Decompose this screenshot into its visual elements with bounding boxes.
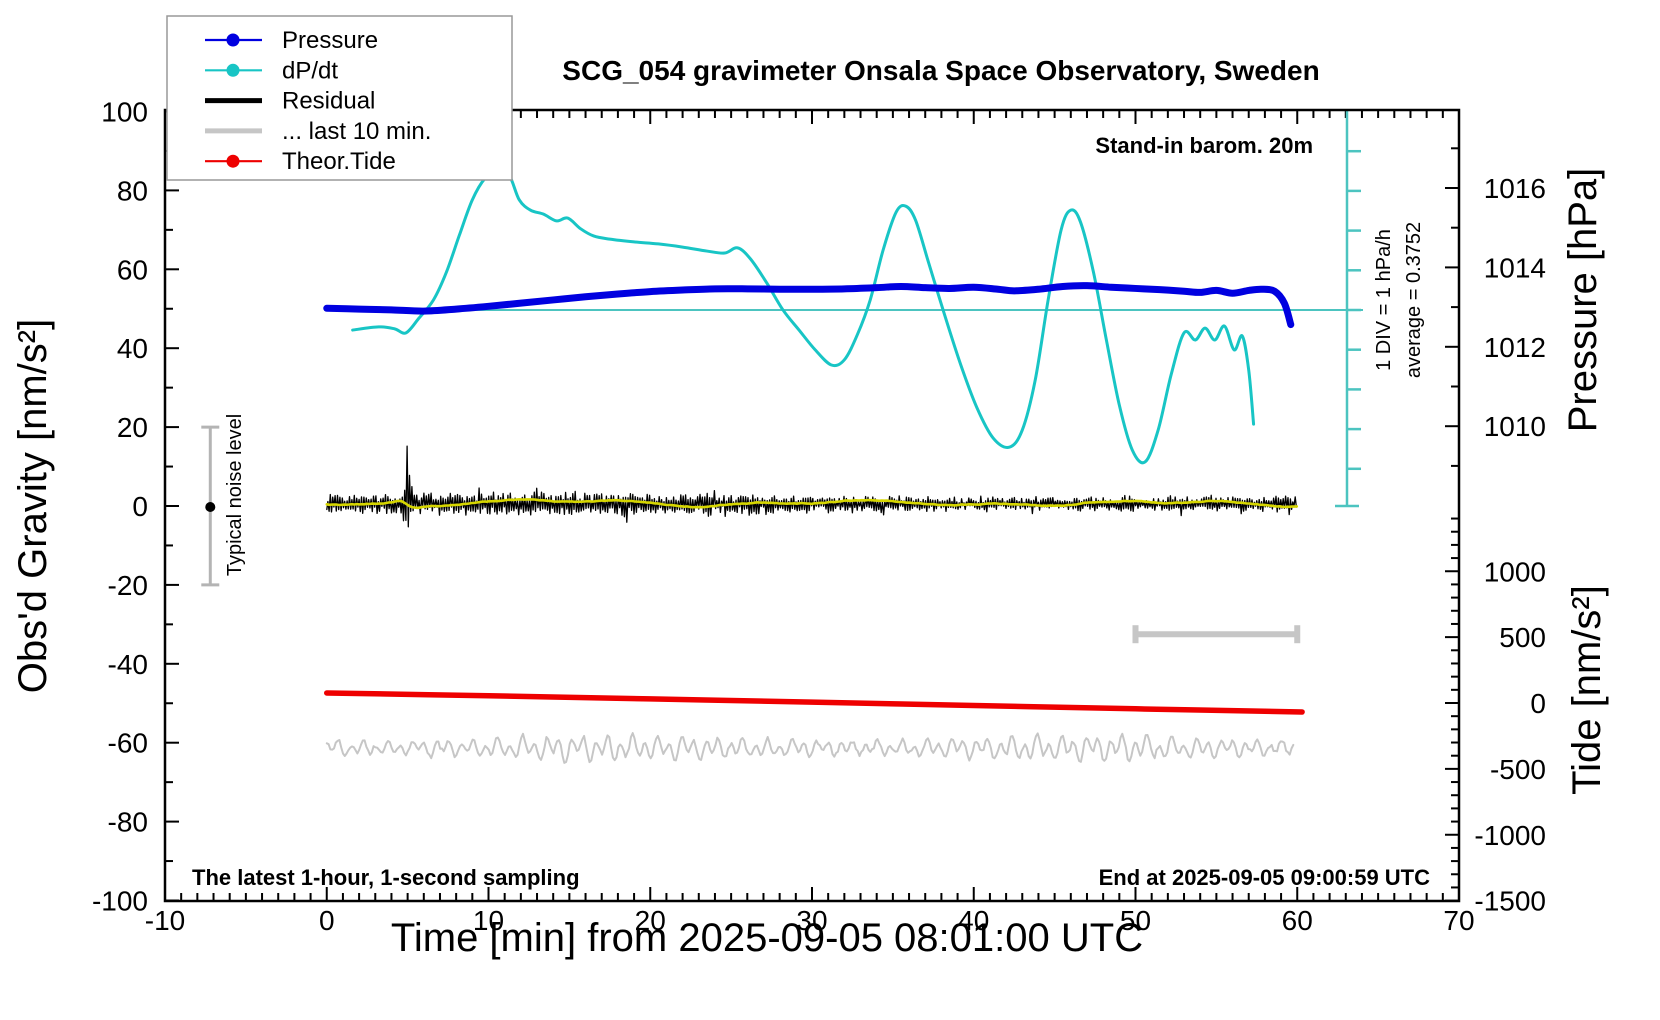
gravity-tick-label: -20 (108, 570, 148, 601)
legend-item-label: dP/dt (282, 57, 338, 84)
tide-tick-label: 1000 (1484, 556, 1546, 587)
pressure-tick-label: 1014 (1484, 252, 1546, 283)
legend-sample-dot (226, 63, 240, 77)
gravity-tick-label: -80 (108, 807, 148, 838)
last10min-curve (325, 732, 1295, 764)
tide-tick-label: -1000 (1474, 820, 1546, 851)
legend-background (166, 15, 513, 181)
x-tick-label: -10 (145, 905, 185, 936)
dpdt-curve (351, 168, 1256, 465)
tide-axis-title: Tide [nm/s²] (1565, 585, 1609, 795)
y-left-axis-title: Obs'd Gravity [nm/s²] (11, 319, 55, 693)
average-annotation: average = 0.3752 (1403, 222, 1425, 378)
sampling-annotation: The latest 1-hour, 1-second sampling (192, 865, 580, 890)
plot-frame-rect (163, 108, 1461, 903)
legend-item-label: Pressure (282, 27, 378, 54)
axis-ticks: -10 0 10 20 30 40 50 60 70100806040200-20-40-60-… (92, 97, 1546, 937)
noise-bar-dot (205, 502, 216, 512)
legend-item-label: Theor.Tide (282, 148, 396, 175)
gravity-tick-label: 0 (132, 491, 148, 522)
legend-sample-dot (226, 154, 240, 168)
legend-box: Pressure dP/dt Residual ... last 10 min. The… (166, 15, 513, 181)
tide-tick-label: 500 (1499, 622, 1546, 653)
pressure-axis-title: Pressure [hPa] (1561, 168, 1605, 433)
gravity-tick-label: 60 (117, 254, 148, 285)
gravity-tick-label: -60 (108, 728, 148, 759)
pressure-tick-label: 1016 (1484, 173, 1546, 204)
chart-title: SCG_054 gravimeter Onsala Space Observat… (562, 55, 1319, 86)
tide-tick-label: 0 (1530, 688, 1546, 719)
x-tick-label: 10 (473, 905, 504, 936)
x-tick-label: 20 (635, 905, 666, 936)
legend-item-label: ... last 10 min. (282, 118, 431, 145)
tide-tick-label: -500 (1490, 754, 1546, 785)
barometer-annotation: Stand-in barom. 20m (1095, 133, 1313, 158)
gravity-tick-label: 80 (117, 175, 148, 206)
plot-frame (163, 108, 1461, 903)
noise-level-label: Typical noise level (224, 414, 246, 576)
legend-sample-dot (226, 33, 240, 47)
x-tick-label: 60 (1282, 905, 1313, 936)
div-scale-annotation: 1 DIV = 1 hPa/h (1373, 229, 1395, 371)
residual-curve (326, 445, 1298, 528)
tide-tick-label: -1500 (1474, 886, 1546, 917)
x-tick-label: 0 (319, 905, 335, 936)
dpdt-div-ruler (326, 110, 1363, 508)
gravity-tick-label: 40 (117, 333, 148, 364)
end-time-annotation: End at 2025-09-05 09:00:59 UTC (1099, 865, 1430, 890)
residual-smoothed-curve (325, 498, 1299, 510)
legend-item-label: Residual (282, 88, 375, 115)
x-tick-label: 50 (1120, 905, 1151, 936)
data-series (201, 168, 1305, 764)
gravity-tick-label: -100 (92, 886, 148, 917)
gravity-tick-label: 20 (117, 412, 148, 443)
pressure-curve (323, 282, 1295, 329)
theor-tide-curve (324, 690, 1305, 715)
x-tick-label: 30 (796, 905, 827, 936)
x-tick-label: 40 (958, 905, 989, 936)
x-axis-title: Time [min] from 2025-09-05 08:01:00 UTC (391, 916, 1143, 960)
gravity-tick-label: 100 (101, 97, 148, 128)
gravity-tick-label: -40 (108, 649, 148, 680)
pressure-tick-label: 1010 (1484, 411, 1546, 442)
pressure-tick-label: 1012 (1484, 332, 1546, 363)
x-tick-label: 70 (1443, 905, 1474, 936)
